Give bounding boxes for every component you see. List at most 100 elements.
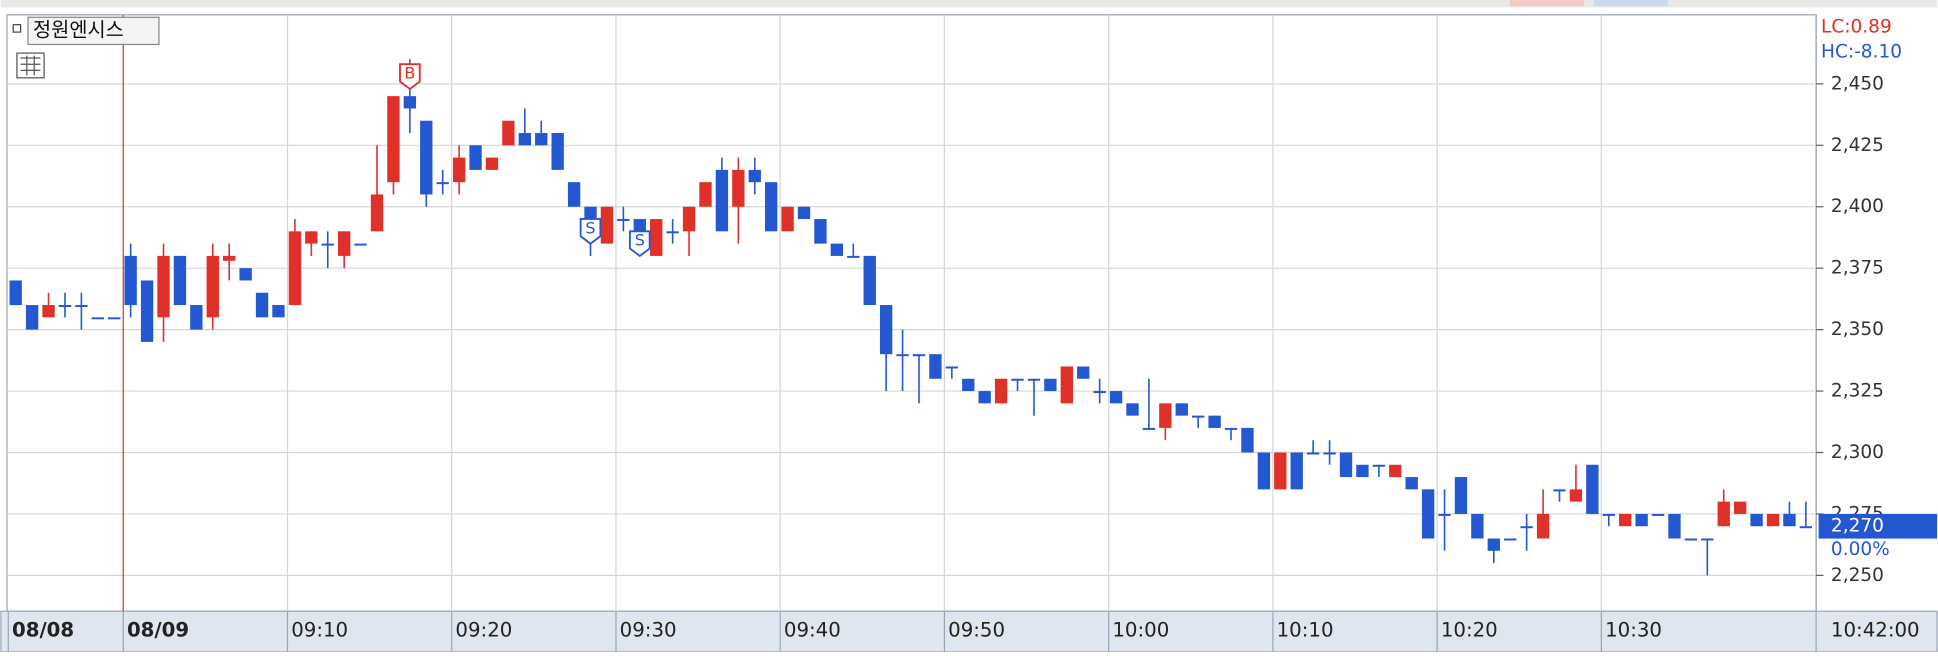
y-tick-label: 2,300 — [1831, 442, 1884, 463]
candle-body — [1323, 452, 1336, 455]
candle-body — [1651, 513, 1665, 516]
candle-body — [1421, 489, 1435, 539]
symbol-box[interactable] — [27, 16, 160, 46]
candle-body — [1701, 538, 1714, 541]
candle-body — [1569, 489, 1583, 502]
candle-body — [1520, 526, 1533, 529]
candle-body — [1044, 378, 1057, 392]
x-tick-label: 10:30 — [1605, 619, 1662, 642]
candle-body — [896, 354, 909, 357]
candle-body — [1684, 538, 1698, 541]
candle-body — [1109, 391, 1123, 404]
candle-body — [1077, 366, 1090, 379]
candle-body — [797, 206, 811, 220]
candle-body — [879, 305, 893, 355]
x-tick-label: 09:10 — [291, 619, 348, 642]
candle-body — [551, 133, 564, 170]
candle-body — [699, 182, 712, 207]
candle-body — [1224, 427, 1238, 430]
candle-body — [1799, 526, 1813, 529]
candle-body — [1306, 452, 1320, 455]
current-time: 10:42:00 — [1831, 619, 1920, 642]
candle-body — [140, 280, 154, 342]
legend-hc: HC:-8.10 — [1821, 41, 1902, 62]
candle-body — [1093, 391, 1106, 394]
candle-body — [1586, 464, 1599, 514]
y-tick-label: 2,375 — [1831, 258, 1884, 279]
candle-body — [748, 169, 761, 183]
signal-marker — [628, 230, 651, 258]
candle-body — [1060, 366, 1073, 404]
legend-lc: LC:0.89 — [1821, 17, 1892, 38]
candle-body — [469, 145, 482, 170]
candle-body — [1356, 464, 1369, 478]
grid — [7, 14, 1817, 612]
candle-body — [1733, 501, 1747, 514]
candle-body — [1471, 513, 1484, 539]
candle-body — [1011, 378, 1024, 381]
signal-label: S — [635, 231, 645, 250]
candle-body — [1602, 513, 1615, 516]
candle-body — [1536, 513, 1550, 539]
candle-body — [272, 305, 285, 318]
signal-marker — [399, 63, 421, 91]
candle-body — [321, 243, 334, 246]
candle-body — [124, 255, 137, 306]
x-tick-label: 10:00 — [1112, 619, 1169, 642]
candle-body — [436, 182, 449, 185]
candle-body — [1783, 513, 1796, 527]
y-tick-label: 2,250 — [1831, 565, 1884, 586]
candle-body — [239, 268, 252, 281]
x-tick-label: 09:30 — [620, 619, 677, 642]
candle-body — [1290, 452, 1303, 490]
candle-body — [58, 305, 72, 308]
candle-body — [403, 96, 417, 109]
candle-body — [600, 206, 614, 244]
table-icon[interactable] — [16, 52, 45, 79]
candle-body — [929, 354, 942, 379]
candle-body — [1241, 427, 1254, 453]
toolbar-button[interactable] — [1593, 0, 1668, 7]
candle-body — [617, 219, 630, 222]
candle-body — [337, 231, 351, 256]
candle-body — [945, 366, 959, 369]
x-axis-bar — [0, 610, 1938, 653]
candle-body — [157, 255, 170, 318]
candle-body — [1142, 427, 1156, 430]
current-price-box — [1818, 513, 1938, 539]
candle-body — [1389, 464, 1402, 478]
candle-body — [288, 231, 302, 306]
candle-body — [206, 255, 219, 318]
candle-body — [223, 255, 236, 261]
candle-body — [1454, 477, 1468, 514]
candle-body — [666, 231, 679, 234]
x-tick-label: 09:40 — [784, 619, 841, 642]
y-tick-label: 2,450 — [1831, 73, 1884, 94]
candle-body — [1504, 538, 1517, 541]
candle-body — [1668, 513, 1681, 539]
candle-body — [1553, 489, 1566, 492]
candle-body — [370, 194, 384, 232]
toolbar-button[interactable] — [1509, 0, 1584, 7]
candle-body — [1192, 415, 1205, 418]
candle-body — [978, 391, 991, 404]
y-tick-label: 2,425 — [1831, 135, 1884, 156]
x-tick-label: 10:20 — [1441, 619, 1498, 642]
candle-body — [1717, 501, 1730, 527]
candle-body — [994, 378, 1008, 404]
candle-body — [830, 243, 844, 256]
candle-body — [765, 182, 778, 232]
candle-body — [1339, 452, 1353, 478]
table-icon-lines — [20, 55, 41, 76]
signal-label: B — [404, 64, 415, 83]
candle-body — [1208, 415, 1221, 428]
candle-body — [962, 378, 975, 392]
candle-body — [912, 354, 926, 357]
candle-body — [485, 157, 499, 170]
candle-body — [25, 305, 39, 330]
candle-body — [732, 169, 745, 207]
candle-body — [1635, 513, 1648, 527]
signal-label: S — [585, 218, 595, 237]
